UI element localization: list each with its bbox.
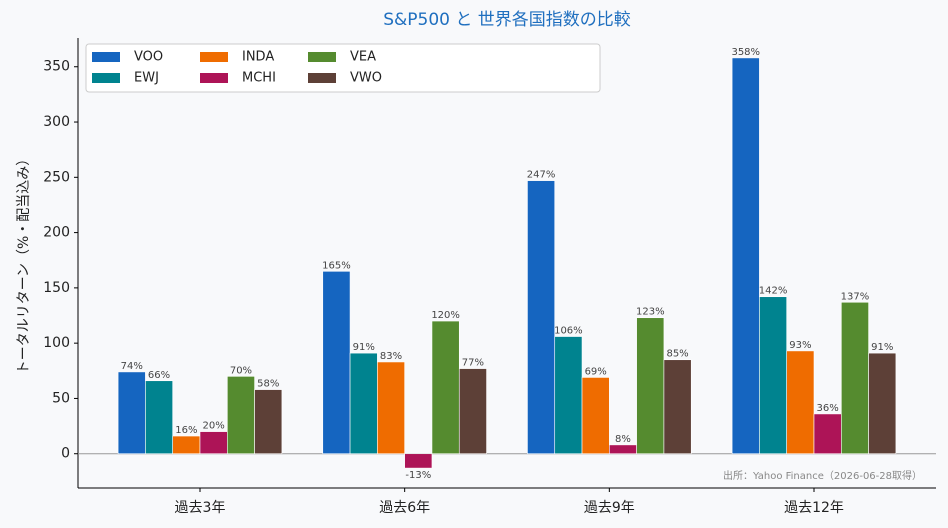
bar (145, 380, 173, 455)
value-label: 77% (462, 358, 484, 369)
value-label: 83% (380, 351, 402, 362)
x-tick-label: 過去6年 (379, 500, 430, 516)
value-label: 91% (871, 342, 893, 353)
bar (609, 444, 637, 455)
value-label: 106% (554, 326, 583, 337)
value-label: -13% (405, 470, 431, 481)
bar (322, 270, 351, 455)
value-label: 69% (585, 366, 607, 377)
bar (349, 352, 378, 455)
bar (759, 296, 788, 455)
legend-label: VWO (350, 71, 382, 86)
chart-title: S&P500 と 世界各国指数の比較 (383, 10, 631, 30)
value-label: 142% (759, 286, 788, 297)
x-tick-label: 過去9年 (584, 500, 635, 516)
legend-swatch (308, 73, 336, 83)
bar (117, 371, 146, 455)
value-label: 36% (817, 403, 839, 414)
bar (554, 336, 583, 455)
bar (786, 350, 815, 455)
legend-label: INDA (242, 50, 274, 65)
bar (199, 431, 228, 455)
value-label: 137% (841, 291, 870, 302)
legend-swatch (92, 52, 120, 62)
legend-label: MCHI (242, 71, 276, 86)
legend-label: VEA (350, 50, 376, 65)
value-label: 123% (636, 307, 665, 318)
y-axis-label: トータルリターン（%・配当込み） (16, 152, 32, 375)
value-label: 165% (322, 260, 351, 271)
legend-swatch (200, 52, 228, 62)
bar (431, 320, 460, 455)
y-tick-label: 150 (43, 280, 70, 296)
legend-swatch (200, 73, 228, 83)
bar (581, 377, 610, 455)
bar (377, 361, 405, 455)
bar (527, 180, 556, 455)
legend-swatch (308, 52, 336, 62)
value-label: 20% (203, 421, 225, 432)
x-tick-label: 過去12年 (784, 500, 844, 516)
value-label: 70% (230, 365, 252, 376)
value-label: 16% (175, 425, 197, 436)
value-label: 120% (431, 310, 460, 321)
bar (172, 435, 201, 455)
bar (404, 453, 433, 469)
y-tick-label: 300 (43, 114, 70, 130)
value-label: 74% (121, 361, 143, 372)
bar (868, 352, 897, 455)
x-tick-label: 過去3年 (175, 500, 226, 516)
y-tick-label: 200 (43, 225, 70, 241)
value-label: 358% (731, 47, 760, 58)
value-label: 85% (666, 349, 688, 360)
y-tick-label: 350 (43, 59, 70, 75)
y-tick-label: 50 (52, 390, 70, 406)
value-label: 93% (789, 340, 811, 351)
value-label: 66% (148, 370, 170, 381)
value-label: 58% (257, 379, 279, 390)
y-tick-label: 100 (43, 335, 70, 351)
bar (813, 413, 842, 455)
bar (636, 317, 665, 455)
bar (458, 368, 487, 455)
bar (254, 389, 283, 455)
value-label: 91% (353, 342, 375, 353)
y-tick-label: 250 (43, 169, 70, 185)
bar (840, 301, 869, 455)
value-label: 8% (615, 434, 631, 445)
bar (227, 376, 255, 455)
legend-swatch (92, 73, 120, 83)
y-tick-label: 0 (61, 446, 70, 462)
value-label: 247% (527, 170, 556, 181)
bar (731, 57, 760, 455)
legend-label: VOO (134, 50, 163, 65)
source-note: 出所：Yahoo Finance（2026-06-28取得） (723, 469, 922, 482)
bar (663, 359, 692, 455)
legend-label: EWJ (134, 71, 159, 86)
